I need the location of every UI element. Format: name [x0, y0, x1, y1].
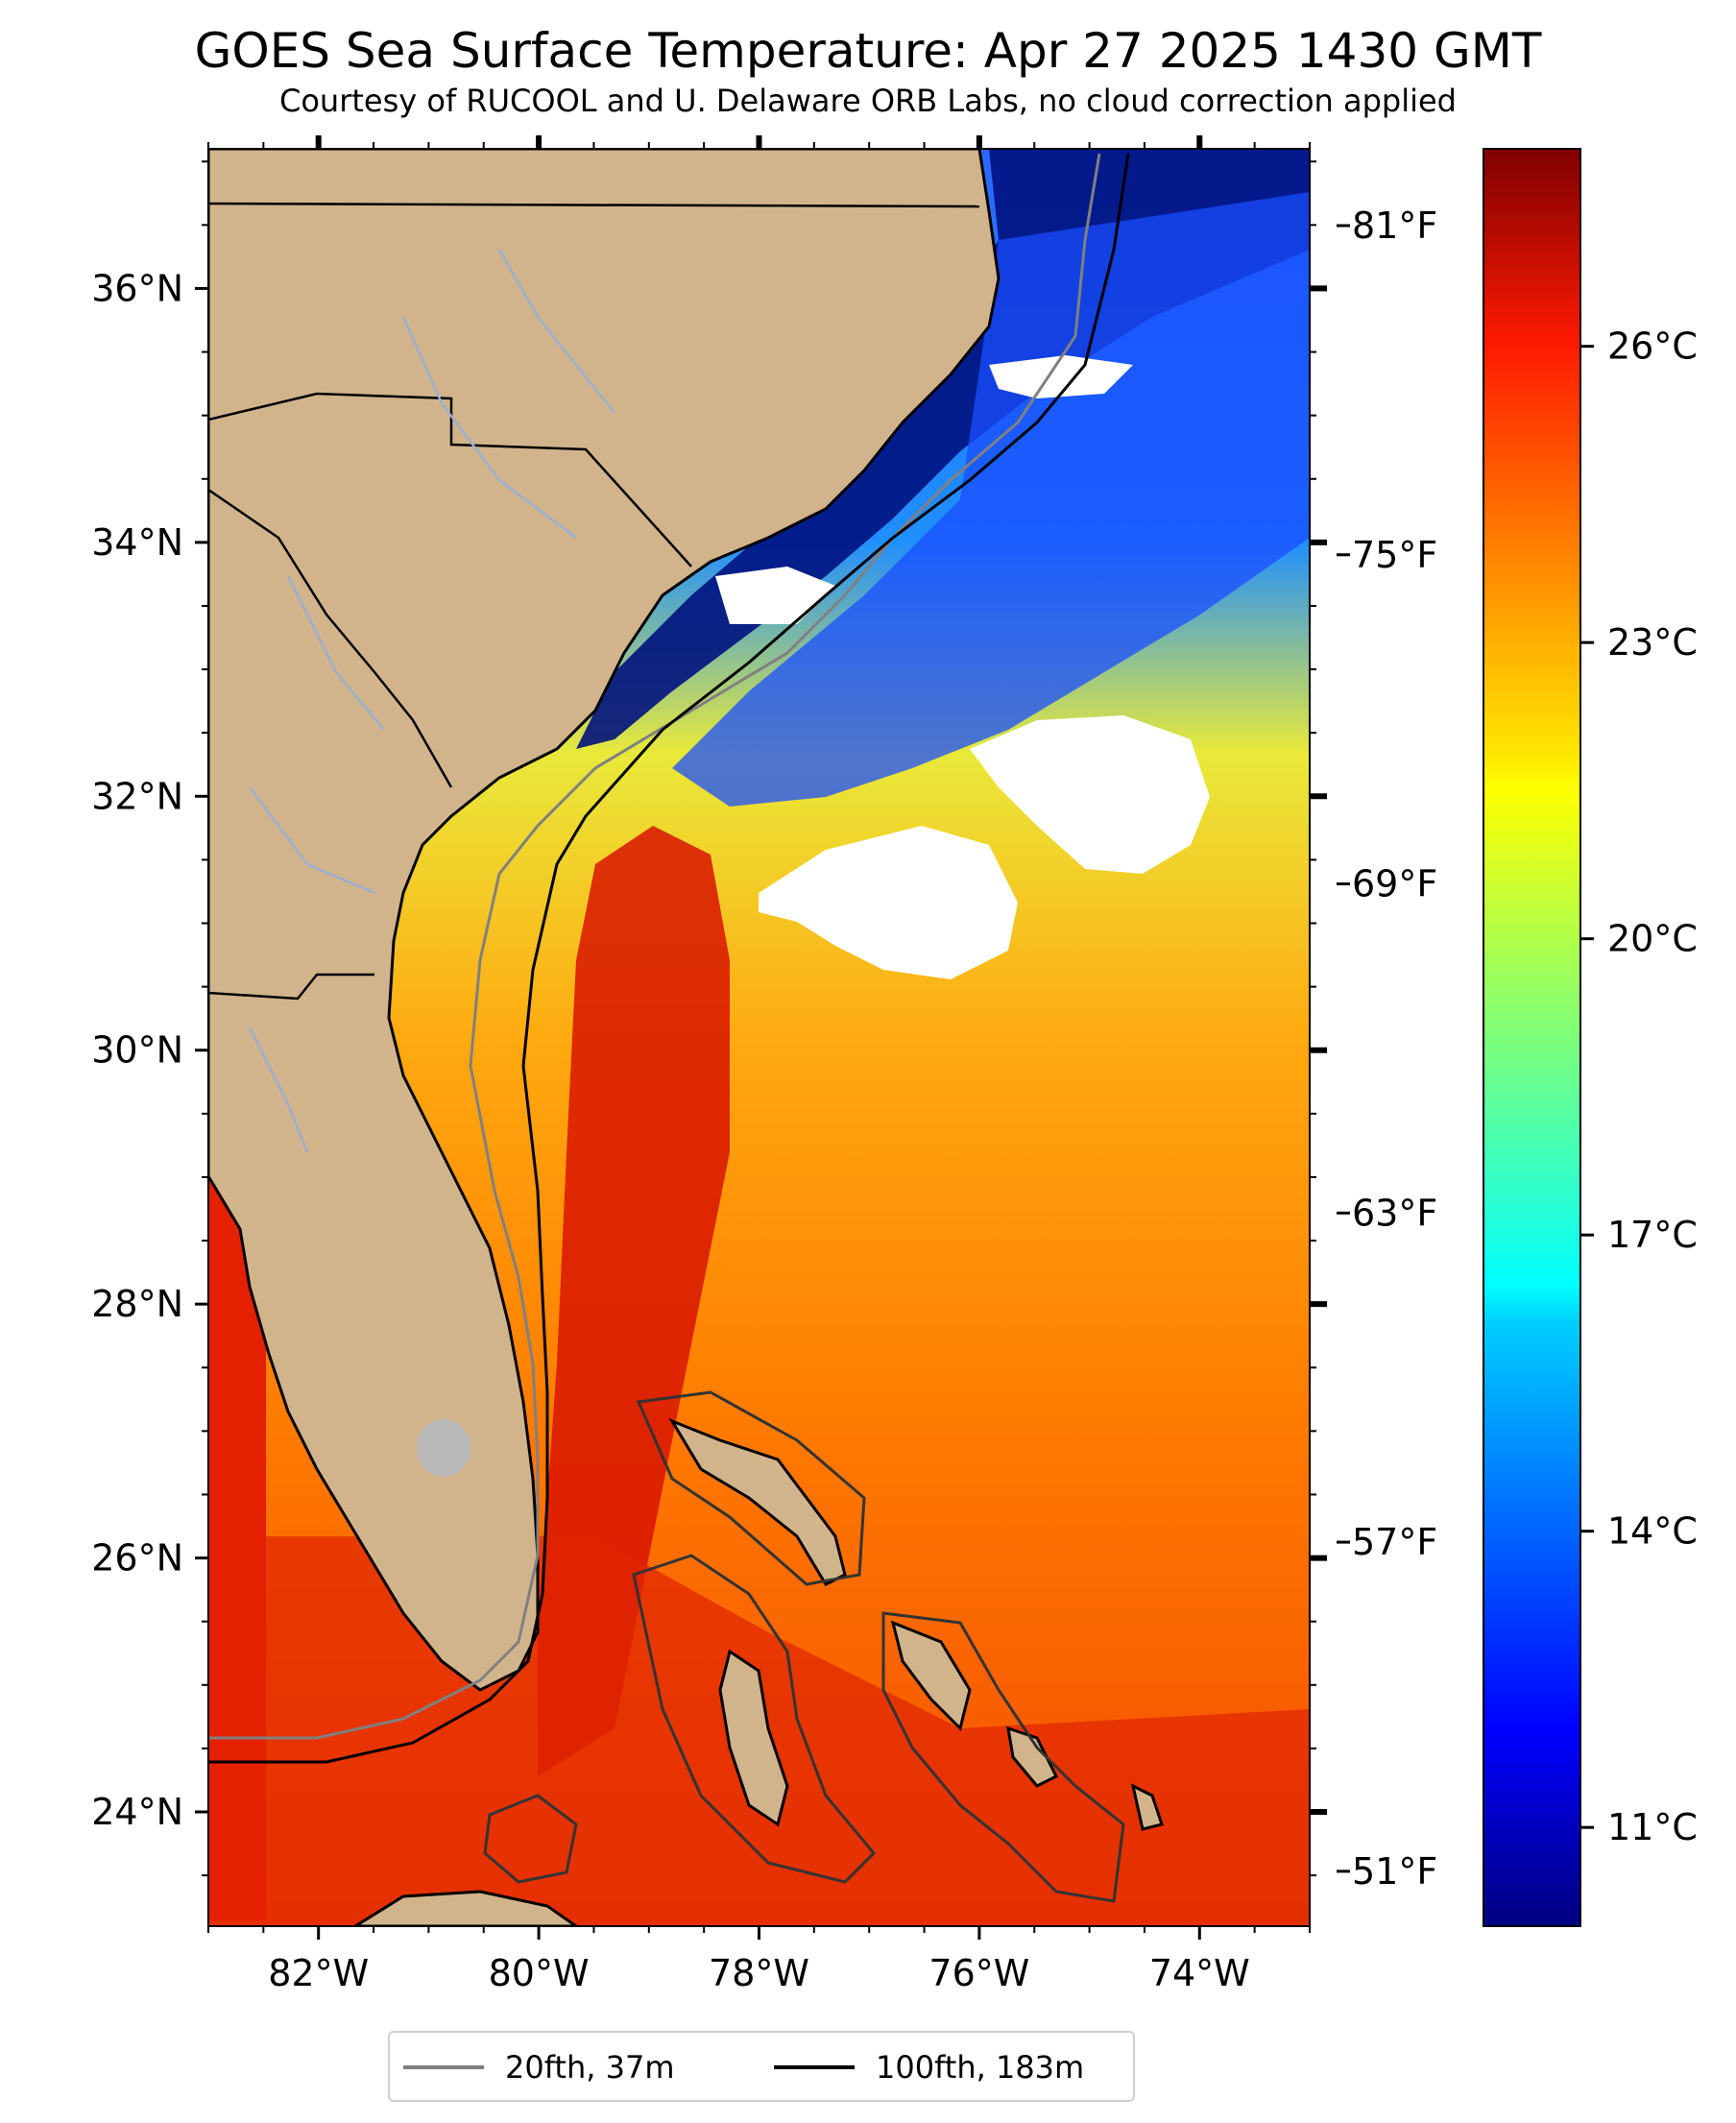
lon-tick-label-3: 76°W [928, 1952, 1029, 1994]
map-ticks: 82°W 80°W 78°W 76°W 74°W 36°N 34°N 32°N 30°N 28°N… [91, 135, 1327, 1994]
colorbar-tick-label-4: 14°C [1607, 1510, 1698, 1553]
bahamas-long-island [1130, 1783, 1164, 1831]
lon-tick-label-4: 74°W [1149, 1952, 1250, 1994]
legend-label-20fth: 20fth, 37m [505, 2049, 675, 2086]
fahrenheit-tick-label-4: 57°F [1352, 1521, 1437, 1563]
colorbar-tick-label-2: 20°C [1607, 918, 1698, 960]
legend-item-100fth: 100fth, 183m [774, 2046, 1084, 2088]
lake-okeechobee [417, 1419, 470, 1477]
fahrenheit-tick-label-0: 81°F [1352, 205, 1437, 247]
lat-tick-label-3: 30°N [91, 1029, 183, 1072]
lat-tick-label-4: 28°N [91, 1283, 183, 1325]
lat-tick-label-6: 24°N [91, 1791, 183, 1833]
map-title: GOES Sea Surface Temperature: Apr 27 202… [194, 23, 1542, 79]
colorbar-tick-label-3: 17°C [1607, 1214, 1698, 1256]
state-border-sc-ga [208, 488, 453, 788]
state-border-va-nc [208, 202, 980, 208]
colorbar-gradient [1483, 148, 1581, 1927]
lat-tick-label-2: 32°N [91, 775, 183, 817]
lon-tick-label-1: 80°W [489, 1952, 590, 1994]
fahrenheit-tick-label-3: 63°F [1352, 1192, 1437, 1234]
fahrenheit-tick-label-2: 69°F [1352, 863, 1437, 905]
cloud-patch-east [970, 715, 1210, 874]
fahrenheit-tick-label-1: 75°F [1352, 534, 1437, 576]
river-lines [248, 249, 615, 1153]
colorbar-tick-label-5: 11°C [1607, 1806, 1698, 1848]
lon-tick-label-0: 82°W [268, 1952, 369, 1994]
cloud-patch-large [759, 826, 1018, 979]
map-subtitle: Courtesy of RUCOOL and U. Delaware ORB L… [279, 83, 1457, 119]
state-border-nc-sc [208, 392, 692, 567]
cloud-patch-bay [715, 567, 835, 624]
cloud-patch-north [989, 355, 1133, 398]
bahamas-exuma [1006, 1725, 1059, 1788]
colorbar-ticks: 26°C 23°C 20°C 17°C 14°C 11°C [1580, 326, 1698, 1848]
legend-label-100fth: 100fth, 183m [876, 2049, 1085, 2086]
bahamas-eleuthera [890, 1620, 972, 1731]
legend-line-100fth [774, 2065, 855, 2069]
bahamas-andros [718, 1649, 789, 1827]
contour-bahamas-banks [483, 1390, 1125, 1903]
state-border-ga-fl [208, 973, 374, 1001]
legend-line-20fth [403, 2065, 484, 2069]
blue-offshore-water [672, 192, 1310, 807]
lon-tick-label-2: 78°W [709, 1952, 809, 1994]
legend-item-20fth: 20fth, 37m [403, 2046, 674, 2088]
lat-tick-label-1: 34°N [91, 521, 183, 564]
contour-100fth [208, 153, 1130, 1764]
contour-20fth [208, 153, 1101, 1740]
fahrenheit-axis: 81°F 75°F 69°F 63°F 57°F 51°F [1337, 205, 1437, 1893]
map-panel [208, 149, 1310, 1926]
contour-legend: 20fth, 37m 100fth, 183m [388, 2031, 1135, 2102]
fahrenheit-tick-label-5: 51°F [1352, 1850, 1437, 1893]
bahamas-great-abaco [668, 1417, 847, 1586]
colorbar-tick-label-0: 26°C [1607, 326, 1698, 368]
colorbar-tick-label-1: 23°C [1607, 621, 1698, 663]
cuba-coast [352, 1890, 579, 1926]
lat-tick-label-0: 36°N [91, 267, 183, 309]
lat-tick-label-5: 26°N [91, 1537, 183, 1580]
us-mainland-land [208, 149, 1001, 1692]
